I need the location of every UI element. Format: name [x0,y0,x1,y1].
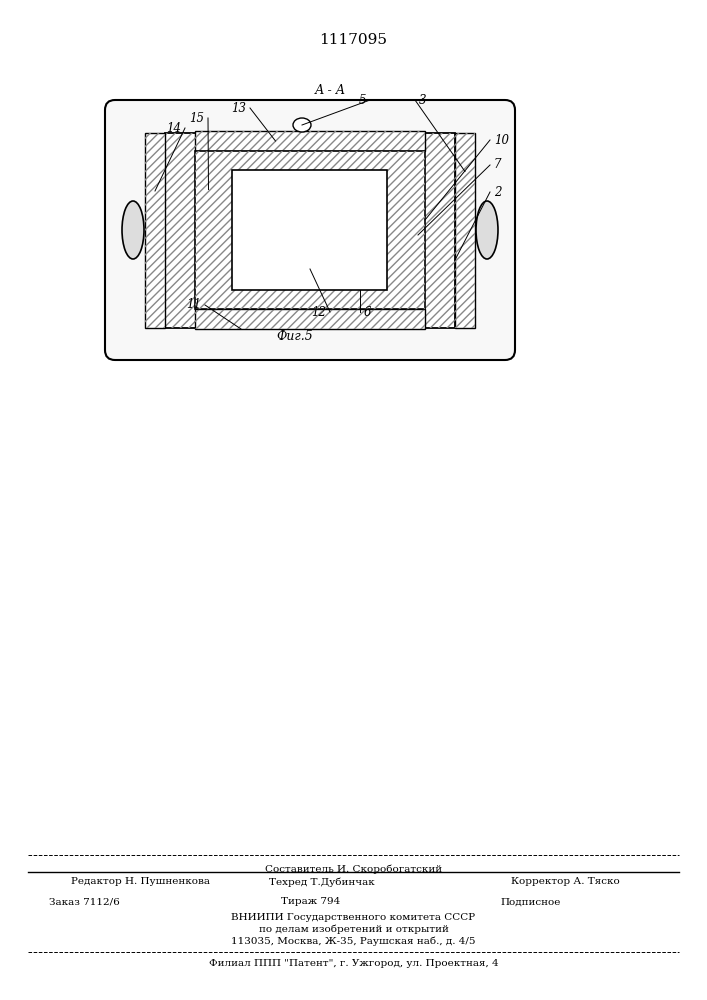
Bar [195,309,425,329]
Text: 2: 2 [494,186,501,198]
Bar [195,151,425,309]
Text: Заказ 7112/6: Заказ 7112/6 [49,898,120,906]
Text: Корректор А. Тяско: Корректор А. Тяско [511,878,620,886]
Ellipse shape [293,118,311,132]
Text: 1117095: 1117095 [319,33,387,47]
Bar [405,162,418,298]
Bar [254,201,286,259]
Bar [165,132,455,328]
Bar [254,201,286,259]
Bar [455,132,475,328]
Bar [145,132,165,328]
Text: ВНИИПИ Государственного комитета СССР: ВНИИПИ Государственного комитета СССР [231,912,476,922]
Bar [202,162,215,298]
Text: 10: 10 [494,133,509,146]
Text: 13: 13 [231,102,246,114]
Text: по делам изобретений и открытий: по делам изобретений и открытий [259,924,448,934]
Text: Составитель И. Скоробогатский: Составитель И. Скоробогатский [265,864,442,874]
Bar [195,151,425,309]
Text: Филиал ППП "Патент", г. Ужгород, ул. Проектная, 4: Филиал ППП "Патент", г. Ужгород, ул. Про… [209,960,498,968]
FancyBboxPatch shape [105,100,515,360]
Bar [165,132,455,328]
Text: 3: 3 [419,94,426,106]
Bar [233,170,387,290]
Text: Техред Т.Дубинчак: Техред Т.Дубинчак [269,877,375,887]
Text: 113035, Москва, Ж-35, Раушская наб., д. 4/5: 113035, Москва, Ж-35, Раушская наб., д. … [231,936,476,946]
Text: 7: 7 [494,158,501,172]
Text: 12: 12 [311,306,326,318]
Ellipse shape [476,201,498,259]
Bar [145,132,165,328]
Bar [455,132,475,328]
Bar [405,162,418,298]
Ellipse shape [122,201,144,259]
Text: Подписное: Подписное [500,898,561,906]
Text: Фиг.5: Фиг.5 [276,330,313,344]
Bar [195,309,425,329]
Text: Тираж 794: Тираж 794 [281,898,341,906]
Bar [286,191,334,269]
Text: А - А: А - А [315,84,346,97]
Text: Редактор Н. Пушненкова: Редактор Н. Пушненкова [71,878,210,886]
Text: 6: 6 [364,306,371,318]
Bar [334,201,366,259]
Text: 11: 11 [186,298,201,312]
Text: 14: 14 [166,121,181,134]
Bar [286,191,334,269]
Text: 5: 5 [358,94,366,106]
Bar [195,131,425,151]
Bar [334,201,366,259]
Bar [202,162,215,298]
Bar [195,131,425,151]
Text: 15: 15 [189,111,204,124]
